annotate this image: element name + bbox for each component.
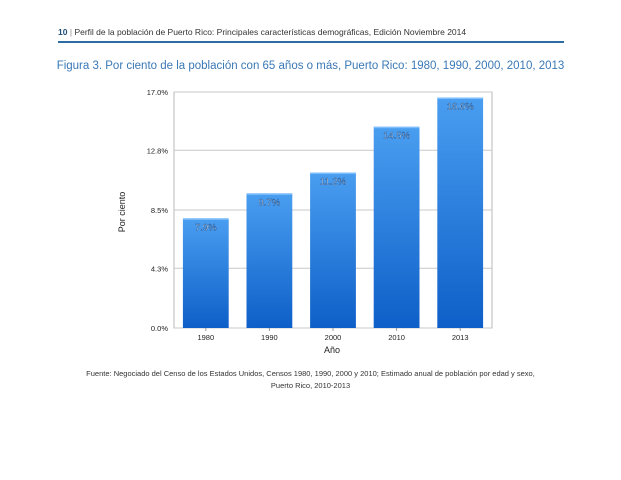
source-line-2: Puerto Rico, 2010-2013	[270, 381, 351, 390]
x-tick-label: 2000	[325, 333, 342, 342]
x-tick-label: 1980	[197, 333, 214, 342]
bar-1980	[182, 218, 229, 328]
y-axis-title: Por ciento	[117, 192, 127, 233]
page-number: 10	[58, 27, 68, 37]
bar-2010	[373, 126, 420, 329]
bar-highlight	[246, 193, 293, 195]
value-label: 7.9%	[195, 222, 217, 233]
bar-highlight	[310, 172, 356, 175]
bar-highlight	[182, 218, 229, 220]
y-tick-label: 0.0%	[151, 324, 168, 333]
bar-2000	[310, 172, 356, 328]
x-tick-label: 1990	[261, 333, 278, 342]
value-label: 9.7%	[259, 197, 281, 208]
value-label: 11.2%	[320, 177, 347, 188]
y-tick-label: 12.8%	[147, 146, 169, 155]
value-label: 16.6%	[447, 102, 474, 113]
y-tick-label: 8.5%	[151, 206, 168, 215]
bar-2013	[437, 97, 484, 328]
bar-1990	[246, 193, 293, 328]
source-note: Fuente: Negociado del Censo de los Estad…	[40, 368, 581, 392]
y-tick-label: 4.3%	[151, 264, 168, 273]
bar-highlight	[373, 126, 420, 129]
value-label: 14.5%	[383, 131, 410, 142]
header-rule	[58, 41, 564, 43]
source-line-1: Fuente: Negociado del Censo de los Estad…	[86, 369, 535, 378]
page-header: 10 | Perfil de la población de Puerto Ri…	[58, 27, 558, 37]
x-axis-title: Año	[324, 345, 340, 355]
y-tick-label: 17.0%	[147, 88, 169, 97]
figure-title: Figura 3. Por ciento de la población con…	[56, 60, 565, 72]
running-title: Perfil de la población de Puerto Rico: P…	[74, 27, 467, 37]
header-separator: |	[69, 27, 73, 37]
x-tick-label: 2013	[452, 333, 469, 342]
bar-highlight	[437, 97, 484, 100]
x-tick-label: 2010	[388, 333, 405, 342]
